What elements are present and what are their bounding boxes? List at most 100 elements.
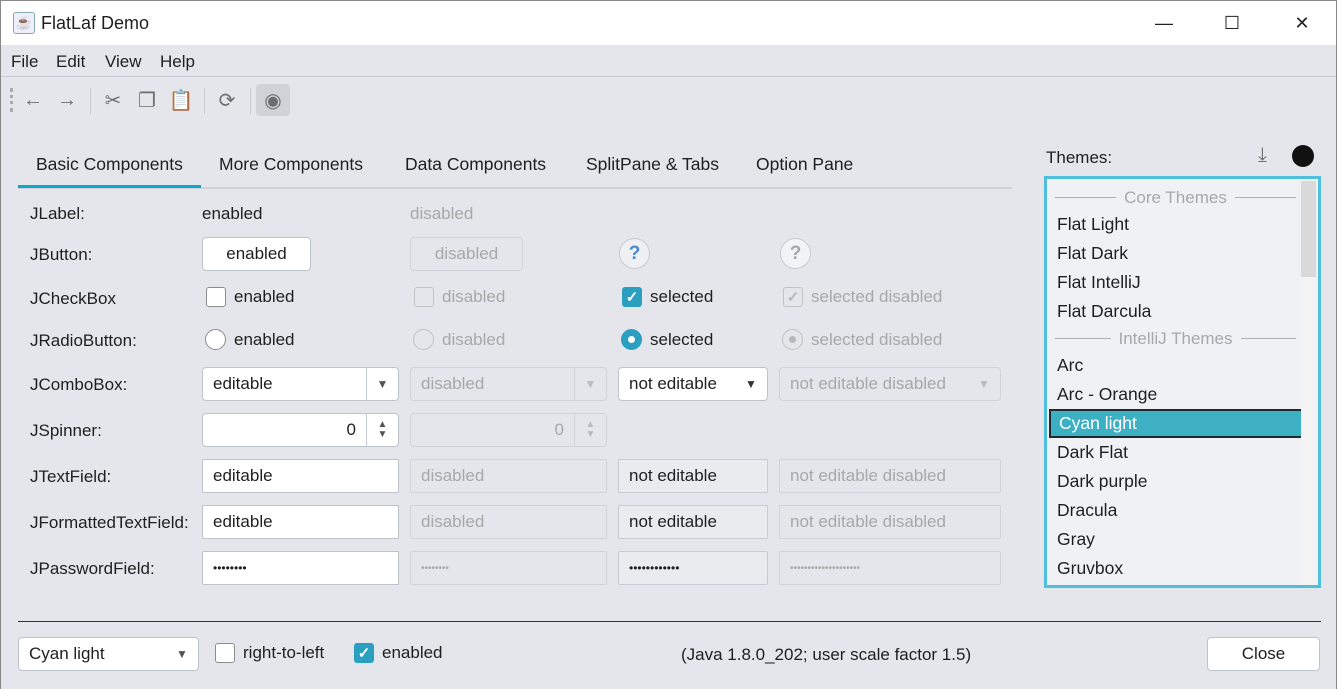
check-icon: ✓ bbox=[783, 287, 803, 307]
textfield-editable[interactable]: editable bbox=[202, 459, 399, 493]
theme-item[interactable]: Gray bbox=[1057, 529, 1095, 549]
spinner-arrows-icon: ▲ ▼ bbox=[574, 414, 606, 446]
checkbox-selected[interactable]: ✓ selected bbox=[622, 287, 713, 307]
checkbox-box[interactable] bbox=[215, 643, 235, 663]
radio-circle[interactable] bbox=[205, 329, 226, 350]
theme-item[interactable]: Flat IntelliJ bbox=[1057, 272, 1141, 292]
arrow-right-icon[interactable]: → bbox=[57, 88, 77, 111]
cut-icon[interactable]: ✂ bbox=[104, 89, 122, 112]
download-icon[interactable]: ⤓ bbox=[1258, 144, 1267, 166]
menu-view[interactable]: View bbox=[105, 52, 142, 71]
tab-splitpane-tabs[interactable]: SplitPane & Tabs bbox=[586, 154, 719, 174]
checkbox-text: enabled bbox=[234, 287, 295, 306]
checkbox-disabled: disabled bbox=[414, 287, 505, 307]
theme-item[interactable]: Arc bbox=[1057, 355, 1084, 375]
tab-divider bbox=[18, 187, 1012, 189]
chevron-down-icon: ▼ bbox=[978, 377, 990, 391]
combo-not-editable-disabled: not editable disabled ▼ bbox=[779, 367, 1001, 401]
radio-selected[interactable]: selected bbox=[621, 329, 713, 350]
scrollbar[interactable] bbox=[1301, 179, 1316, 585]
themes-label: Themes: bbox=[1046, 148, 1113, 167]
menu-file[interactable]: File bbox=[11, 52, 39, 71]
paste-icon[interactable]: 📋 bbox=[168, 89, 194, 112]
formatted-not-editable[interactable]: not editable bbox=[618, 505, 768, 539]
radio-text: enabled bbox=[234, 329, 295, 349]
scrollbar-thumb[interactable] bbox=[1301, 181, 1316, 277]
chevron-down-icon[interactable]: ▼ bbox=[745, 377, 757, 391]
disabled-button: disabled bbox=[410, 237, 523, 271]
enabled-button[interactable]: enabled bbox=[202, 237, 311, 271]
combo-editable[interactable]: editable ▼ bbox=[202, 367, 399, 401]
minimize-button[interactable]: — bbox=[1155, 13, 1173, 33]
radio-circle[interactable] bbox=[621, 329, 642, 350]
jtextfield-label: JTextField: bbox=[30, 467, 112, 486]
theme-item-selected[interactable]: Cyan light bbox=[1049, 409, 1303, 438]
check-icon[interactable]: ✓ bbox=[622, 287, 642, 307]
spinner-value[interactable]: 0 bbox=[346, 420, 356, 439]
checkbox-box bbox=[414, 287, 434, 307]
toolbar-grip[interactable] bbox=[10, 88, 13, 112]
refresh-icon[interactable]: ⟳ bbox=[218, 89, 236, 112]
menu-bar: File Edit View Help bbox=[0, 45, 1337, 77]
theme-item[interactable]: Dark Flat bbox=[1057, 442, 1128, 462]
tab-basic-components[interactable]: Basic Components bbox=[36, 154, 183, 174]
chevron-down-icon[interactable]: ▼ bbox=[176, 647, 188, 661]
theme-item[interactable]: Flat Darcula bbox=[1057, 301, 1152, 321]
menu-edit[interactable]: Edit bbox=[56, 52, 86, 71]
combo-value: disabled bbox=[421, 374, 485, 393]
bottom-separator bbox=[18, 621, 1321, 622]
theme-item[interactable]: Dark purple bbox=[1057, 471, 1148, 491]
jradiobutton-label: JRadioButton: bbox=[30, 331, 137, 350]
menu-help[interactable]: Help bbox=[160, 52, 195, 71]
enabled-text: enabled bbox=[382, 643, 443, 662]
textfield-not-editable[interactable]: not editable bbox=[618, 459, 768, 493]
theme-item[interactable]: Arc - Orange bbox=[1057, 384, 1158, 404]
combo-value: not editable disabled bbox=[790, 374, 946, 393]
combo-not-editable[interactable]: not editable ▼ bbox=[618, 367, 768, 401]
help-button-disabled: ? bbox=[780, 238, 811, 269]
arrow-left-icon[interactable]: ← bbox=[23, 88, 43, 111]
theme-combo[interactable]: Cyan light ▼ bbox=[18, 637, 199, 671]
radio-text: disabled bbox=[442, 329, 506, 349]
checkbox-text: selected disabled bbox=[811, 287, 943, 306]
help-button[interactable]: ? bbox=[619, 238, 650, 269]
combo-value[interactable]: editable bbox=[213, 374, 273, 393]
formatted-editable[interactable]: editable bbox=[202, 505, 399, 539]
tab-more-components[interactable]: More Components bbox=[219, 154, 363, 174]
spinner-enabled[interactable]: 0 ▲ ▼ bbox=[202, 413, 399, 447]
maximize-button[interactable]: ☐ bbox=[1223, 13, 1241, 33]
tab-option-pane[interactable]: Option Pane bbox=[756, 154, 854, 174]
password-editable[interactable]: •••••••• bbox=[202, 551, 399, 585]
textfield-disabled: disabled bbox=[410, 459, 607, 493]
checkbox-enabled[interactable]: enabled bbox=[206, 287, 295, 307]
password-not-editable-disabled: •••••••••••••••••••• bbox=[779, 551, 1001, 585]
theme-item[interactable]: Gruvbox bbox=[1057, 558, 1124, 578]
spinner-arrows-icon[interactable]: ▲ ▼ bbox=[366, 414, 398, 446]
checkbox-box[interactable] bbox=[206, 287, 226, 307]
github-icon[interactable] bbox=[1292, 145, 1314, 167]
chevron-down-icon[interactable]: ▼ bbox=[366, 368, 398, 400]
tab-data-components[interactable]: Data Components bbox=[405, 154, 547, 174]
rtl-checkbox[interactable]: right-to-left bbox=[215, 643, 324, 663]
theme-item[interactable]: Flat Dark bbox=[1057, 243, 1128, 263]
radio-text: selected bbox=[650, 329, 714, 349]
check-icon[interactable]: ✓ bbox=[354, 643, 374, 663]
close-window-button[interactable]: ✕ bbox=[1294, 13, 1310, 33]
themes-list[interactable]: Core Themes Flat Light Flat Dark Flat In… bbox=[1044, 176, 1321, 588]
theme-item[interactable]: Dracula bbox=[1057, 500, 1118, 520]
theme-item[interactable]: Flat Light bbox=[1057, 214, 1129, 234]
jformattedtextfield-label: JFormattedTextField: bbox=[30, 513, 189, 532]
toolbar-separator bbox=[250, 88, 251, 114]
eye-icon[interactable]: ◉ bbox=[256, 84, 290, 116]
copy-icon[interactable]: ❐ bbox=[138, 89, 156, 112]
window-title: FlatLaf Demo bbox=[41, 13, 150, 33]
jbutton-label: JButton: bbox=[30, 245, 93, 264]
radio-enabled[interactable]: enabled bbox=[205, 329, 295, 350]
password-not-editable[interactable]: •••••••••••• bbox=[618, 551, 768, 585]
group-header-intellij: IntelliJ Themes bbox=[1055, 324, 1297, 353]
theme-combo-value: Cyan light bbox=[29, 644, 105, 663]
group-header-core: Core Themes bbox=[1055, 183, 1296, 212]
active-tab-indicator bbox=[18, 185, 201, 188]
close-button[interactable]: Close bbox=[1207, 637, 1320, 671]
enabled-checkbox[interactable]: ✓ enabled bbox=[354, 643, 443, 663]
